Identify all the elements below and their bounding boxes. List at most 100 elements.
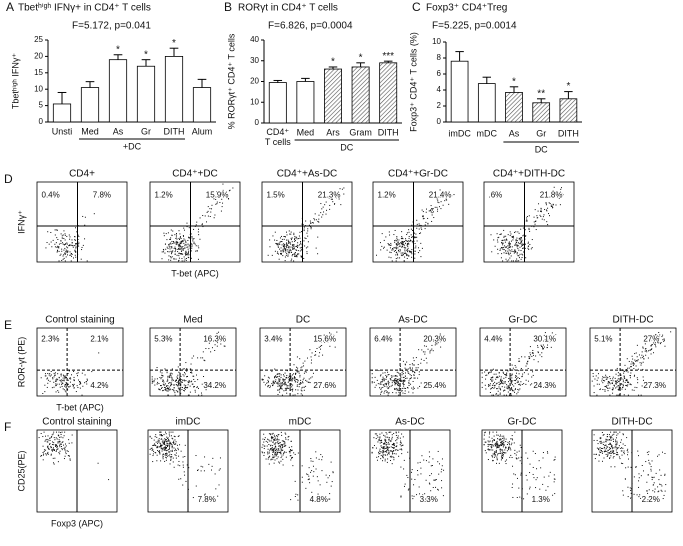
event-dot xyxy=(152,453,154,455)
event-dot xyxy=(506,387,508,389)
event-dot xyxy=(391,384,393,386)
event-dot xyxy=(398,386,400,388)
event-dot xyxy=(504,386,506,388)
event-dot xyxy=(412,498,414,500)
event-dot xyxy=(178,387,180,389)
event-dot xyxy=(386,376,388,378)
event-dot xyxy=(448,192,450,194)
event-dot xyxy=(50,436,52,438)
event-dot xyxy=(453,194,455,196)
event-dot xyxy=(518,237,520,239)
event-dot xyxy=(178,244,180,246)
event-dot xyxy=(387,371,389,373)
event-dot xyxy=(601,460,603,462)
event-dot xyxy=(171,378,173,380)
event-dot xyxy=(173,389,175,391)
event-dot xyxy=(392,456,394,458)
event-dot xyxy=(509,386,511,388)
x-tick-label: mDC xyxy=(477,128,498,138)
quadrant-percent: 20.3% xyxy=(423,335,446,344)
event-dot xyxy=(600,452,602,454)
event-dot xyxy=(278,242,280,244)
event-dot xyxy=(420,224,422,226)
event-dot xyxy=(167,387,169,389)
event-dot xyxy=(393,457,395,459)
event-dot xyxy=(187,394,189,396)
event-dot xyxy=(532,349,534,351)
panel-letter: F xyxy=(4,420,11,434)
event-dot xyxy=(45,247,47,249)
event-dot xyxy=(232,187,234,189)
event-dot xyxy=(173,241,175,243)
event-dot xyxy=(623,370,625,372)
event-dot xyxy=(549,202,551,204)
event-dot xyxy=(293,247,295,249)
quadrant-percent: 27.6% xyxy=(313,381,336,390)
event-dot xyxy=(406,361,408,363)
event-dot xyxy=(282,380,284,382)
event-dot xyxy=(642,356,644,358)
event-dot xyxy=(174,454,176,456)
event-dot xyxy=(290,499,292,501)
event-dot xyxy=(325,474,327,476)
event-dot xyxy=(76,375,78,377)
event-dot xyxy=(654,343,656,345)
event-dot xyxy=(57,448,59,450)
event-dot xyxy=(292,248,294,250)
event-dot xyxy=(336,331,338,333)
event-dot xyxy=(280,431,282,433)
event-dot xyxy=(599,447,601,449)
event-dot xyxy=(62,441,64,443)
event-dot xyxy=(605,440,607,442)
event-dot xyxy=(318,218,320,220)
event-dot xyxy=(387,447,389,449)
event-dot xyxy=(416,240,418,242)
event-dot xyxy=(270,444,272,446)
event-dot xyxy=(166,390,168,392)
event-dot xyxy=(184,386,186,388)
event-dot xyxy=(159,434,161,436)
event-dot xyxy=(501,442,503,444)
event-dot xyxy=(542,348,544,350)
event-dot xyxy=(537,217,539,219)
event-dot xyxy=(291,457,293,459)
event-dot xyxy=(281,244,283,246)
event-dot xyxy=(501,253,503,255)
event-dot xyxy=(274,450,276,452)
event-dot xyxy=(627,371,629,373)
event-dot xyxy=(616,447,618,449)
event-dot xyxy=(208,342,210,344)
event-dot xyxy=(49,373,51,375)
event-dot xyxy=(398,383,400,385)
event-dot xyxy=(420,473,422,475)
event-dot xyxy=(164,447,166,449)
event-dot xyxy=(391,463,393,465)
event-dot xyxy=(40,433,42,435)
event-dot xyxy=(263,441,265,443)
event-dot xyxy=(187,252,189,254)
event-dot xyxy=(524,235,526,237)
event-dot xyxy=(664,490,666,492)
event-dot xyxy=(179,248,181,250)
event-dot xyxy=(196,221,198,223)
event-dot xyxy=(493,385,495,387)
event-dot xyxy=(274,459,276,461)
event-dot xyxy=(274,446,276,448)
event-dot xyxy=(389,456,391,458)
event-dot xyxy=(386,391,388,393)
event-dot xyxy=(395,378,397,380)
event-dot xyxy=(387,436,389,438)
event-dot xyxy=(165,446,167,448)
event-dot xyxy=(154,452,156,454)
event-dot xyxy=(280,452,282,454)
event-dot xyxy=(641,465,643,467)
event-dot xyxy=(642,379,644,381)
event-dot xyxy=(421,247,423,249)
event-dot xyxy=(326,209,328,211)
event-dot xyxy=(396,389,398,391)
event-dot xyxy=(174,394,176,396)
event-dot xyxy=(290,380,292,382)
event-dot xyxy=(612,453,614,455)
event-dot xyxy=(168,440,170,442)
event-dot xyxy=(411,251,413,253)
